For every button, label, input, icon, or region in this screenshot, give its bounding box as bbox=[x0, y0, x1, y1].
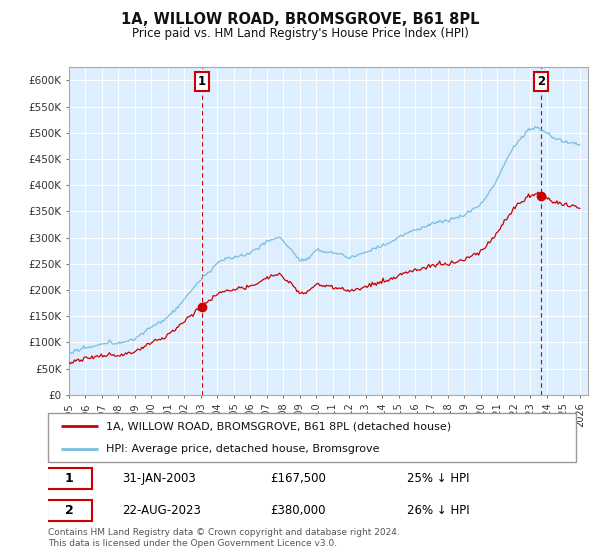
Text: 1A, WILLOW ROAD, BROMSGROVE, B61 8PL (detached house): 1A, WILLOW ROAD, BROMSGROVE, B61 8PL (de… bbox=[106, 421, 451, 431]
Text: 1: 1 bbox=[198, 75, 206, 88]
Text: 1A, WILLOW ROAD, BROMSGROVE, B61 8PL: 1A, WILLOW ROAD, BROMSGROVE, B61 8PL bbox=[121, 12, 479, 27]
Text: 2: 2 bbox=[65, 503, 74, 516]
Text: 31-JAN-2003: 31-JAN-2003 bbox=[122, 472, 196, 485]
FancyBboxPatch shape bbox=[47, 500, 92, 521]
FancyBboxPatch shape bbox=[47, 468, 92, 489]
Text: £167,500: £167,500 bbox=[270, 472, 326, 485]
Text: HPI: Average price, detached house, Bromsgrove: HPI: Average price, detached house, Brom… bbox=[106, 444, 380, 454]
Text: 1: 1 bbox=[65, 472, 74, 485]
Text: £380,000: £380,000 bbox=[270, 503, 325, 516]
Text: 26% ↓ HPI: 26% ↓ HPI bbox=[407, 503, 470, 516]
FancyBboxPatch shape bbox=[48, 413, 576, 462]
Text: 22-AUG-2023: 22-AUG-2023 bbox=[122, 503, 201, 516]
Text: Price paid vs. HM Land Registry's House Price Index (HPI): Price paid vs. HM Land Registry's House … bbox=[131, 27, 469, 40]
Text: 2: 2 bbox=[537, 75, 545, 88]
Text: Contains HM Land Registry data © Crown copyright and database right 2024.
This d: Contains HM Land Registry data © Crown c… bbox=[48, 528, 400, 548]
Text: 25% ↓ HPI: 25% ↓ HPI bbox=[407, 472, 470, 485]
